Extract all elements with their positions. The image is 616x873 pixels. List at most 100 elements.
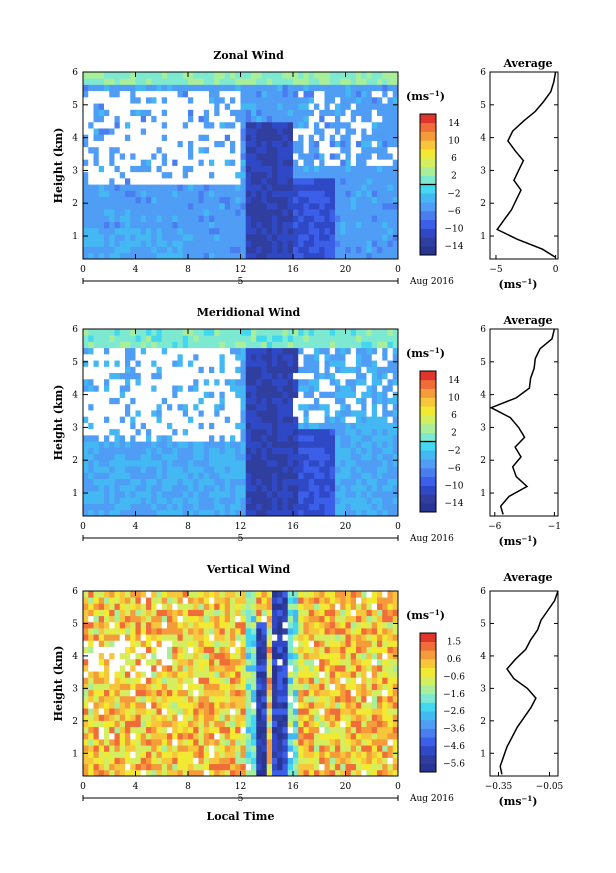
heatmap-cell bbox=[130, 503, 136, 511]
heatmap-cell bbox=[350, 190, 357, 198]
heatmap-cell bbox=[319, 209, 325, 216]
heatmap-cell bbox=[324, 341, 331, 349]
heatmap-cell bbox=[156, 683, 163, 691]
heatmap-cell bbox=[156, 221, 163, 229]
heatmap-cell bbox=[224, 109, 231, 117]
heatmap-cell bbox=[335, 246, 341, 254]
heatmap-cell bbox=[109, 720, 115, 728]
heatmap-cell bbox=[209, 184, 215, 191]
heatmap-cell bbox=[177, 708, 184, 715]
heatmap-cell bbox=[130, 472, 136, 479]
heatmap-cell bbox=[156, 78, 163, 85]
heatmap-cell bbox=[203, 246, 210, 254]
heatmap-cell bbox=[219, 640, 226, 647]
heatmap-cell bbox=[193, 609, 199, 617]
heatmap-cell bbox=[146, 84, 152, 92]
heatmap-cell bbox=[104, 177, 110, 185]
heatmap-cell bbox=[251, 246, 257, 254]
heatmap-cell bbox=[140, 391, 147, 398]
heatmap-cell bbox=[219, 416, 226, 423]
heatmap-cell bbox=[392, 196, 399, 204]
heatmap-cell bbox=[151, 503, 157, 511]
heatmap-cell bbox=[188, 246, 194, 254]
heatmap-cell bbox=[177, 591, 184, 598]
heatmap-cell bbox=[308, 410, 315, 417]
heatmap-cell bbox=[104, 484, 110, 492]
average-x-label: (ms−1) bbox=[498, 534, 537, 548]
heatmap-cell bbox=[114, 702, 121, 709]
heatmap-cell bbox=[203, 227, 210, 235]
heatmap-cell bbox=[198, 366, 205, 374]
heatmap-cell bbox=[272, 702, 278, 709]
heatmap-cell bbox=[151, 96, 157, 104]
heatmap-cell bbox=[272, 478, 278, 486]
heatmap-cell bbox=[198, 609, 205, 617]
heatmap-cell bbox=[209, 84, 215, 92]
heatmap-cell bbox=[282, 385, 289, 392]
heatmap-cell bbox=[356, 165, 362, 173]
heatmap-cell bbox=[219, 634, 226, 641]
heatmap-cell bbox=[219, 171, 226, 179]
heatmap-cell bbox=[130, 252, 136, 260]
heatmap-cell bbox=[377, 165, 383, 173]
heatmap-cell bbox=[130, 466, 136, 473]
heatmap-cell bbox=[161, 252, 168, 260]
heatmap-cell bbox=[314, 335, 320, 342]
heatmap-cell bbox=[209, 609, 215, 617]
heatmap-cell bbox=[125, 658, 131, 666]
heatmap-cell bbox=[109, 246, 115, 254]
heatmap-cell bbox=[219, 466, 226, 473]
heatmap-cell bbox=[298, 478, 304, 486]
heatmap-cell bbox=[324, 221, 331, 229]
heatmap-cell bbox=[350, 422, 357, 430]
heatmap-cell bbox=[151, 202, 157, 210]
heatmap-cell bbox=[266, 109, 273, 117]
heatmap-cell bbox=[167, 246, 173, 254]
heatmap-cell bbox=[282, 603, 289, 610]
heatmap-cell bbox=[119, 146, 126, 154]
heatmap-cell bbox=[182, 209, 189, 216]
heatmap-cell bbox=[256, 478, 262, 486]
y-axis-label: Height (km) bbox=[52, 385, 65, 461]
heatmap-cell bbox=[350, 72, 357, 79]
heatmap-cell bbox=[135, 720, 142, 728]
heatmap-cell bbox=[98, 196, 105, 204]
heatmap-cell bbox=[83, 171, 89, 179]
heatmap-cell bbox=[219, 159, 226, 166]
heatmap-cell bbox=[104, 121, 110, 129]
heatmap-cell bbox=[135, 221, 142, 229]
heatmap-cell bbox=[235, 591, 241, 598]
heatmap-cell bbox=[151, 658, 157, 666]
heatmap-cell bbox=[182, 447, 189, 455]
heatmap-cell bbox=[377, 103, 383, 110]
heatmap-cell bbox=[356, 209, 362, 216]
heatmap-cell bbox=[345, 240, 352, 247]
heatmap-cell bbox=[177, 72, 184, 79]
heatmap-cell bbox=[251, 441, 257, 448]
heatmap-cell bbox=[361, 353, 367, 361]
heatmap-cell bbox=[98, 702, 105, 709]
heatmap-cell bbox=[156, 335, 163, 342]
heatmap-cell bbox=[188, 621, 194, 629]
heatmap-cell bbox=[188, 329, 194, 336]
heatmap-cell bbox=[335, 165, 341, 173]
heatmap-cell bbox=[261, 609, 268, 617]
heatmap-cell bbox=[345, 84, 352, 92]
heatmap-cell bbox=[182, 591, 189, 598]
heatmap-cell bbox=[135, 196, 142, 204]
heatmap-cell bbox=[345, 128, 352, 135]
heatmap-cell bbox=[256, 441, 262, 448]
heatmap-cell bbox=[193, 171, 199, 179]
heatmap-cell bbox=[361, 459, 367, 467]
heatmap-cell bbox=[109, 103, 115, 110]
heatmap-cell bbox=[193, 140, 199, 148]
heatmap-cell bbox=[172, 121, 178, 129]
heatmap-cell bbox=[235, 378, 241, 386]
average-y-tick-label: 5 bbox=[480, 101, 486, 111]
heatmap-cell bbox=[287, 227, 294, 235]
heatmap-cell bbox=[198, 478, 205, 486]
heatmap-cell bbox=[350, 509, 357, 517]
heatmap-cell bbox=[167, 739, 173, 746]
heatmap-cell bbox=[182, 621, 189, 629]
heatmap-cell bbox=[161, 671, 168, 678]
